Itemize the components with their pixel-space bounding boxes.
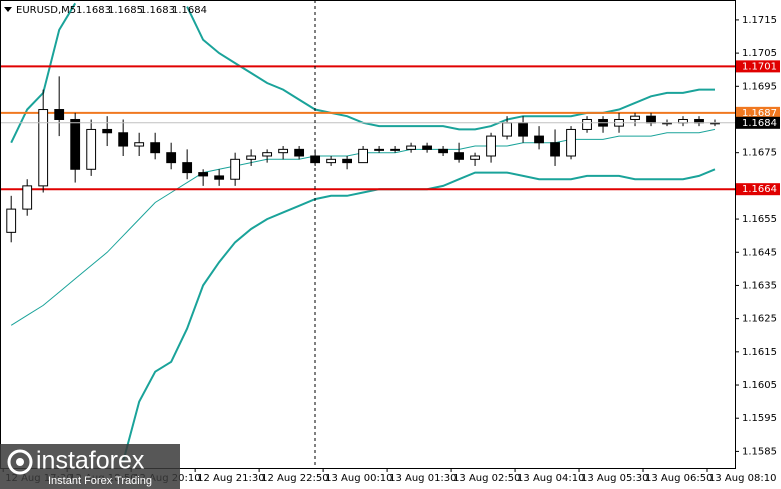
y-tick-label: 1.1655 [742, 214, 777, 225]
candle-body [150, 142, 161, 154]
candle-body [550, 142, 560, 157]
candle-body [518, 122, 528, 137]
header-value: 1.1683 [140, 5, 175, 16]
y-tick-label: 1.1595 [742, 413, 777, 424]
level-label-box [736, 60, 780, 73]
y-tick-label: 1.1705 [742, 48, 777, 59]
y-tick-label: 1.1625 [742, 314, 777, 325]
candle-body [374, 148, 384, 151]
level-label-box [736, 183, 780, 196]
x-tick-label: 12 Aug 22:50 [261, 473, 328, 484]
candle-body [214, 175, 225, 180]
menu-triangle [4, 7, 12, 12]
y-tick-label: 1.1675 [742, 148, 777, 159]
candle-body [630, 115, 640, 120]
level-label: 1.1701 [742, 61, 777, 72]
plot-area [0, 2, 735, 462]
candle-body [422, 145, 432, 150]
candle-body [406, 145, 416, 150]
x-tick-label: 13 Aug 06:50 [645, 473, 712, 484]
x-tick-label: 13 Aug 08:10 [709, 473, 776, 484]
x-tick-label: 13 Aug 05:30 [581, 473, 648, 484]
candle-body [358, 148, 368, 164]
candle-body [534, 135, 544, 144]
x-tick-label: 13 Aug 01:30 [389, 473, 456, 484]
x-tick-label: 12 Aug 21:30 [197, 473, 264, 484]
y-tick-label: 1.1635 [742, 280, 777, 291]
header-value: 1.1683 [76, 5, 111, 16]
y-tick-label: 1.1585 [742, 446, 777, 457]
candle-body [502, 122, 512, 137]
candle-body [294, 148, 305, 157]
level-label: 1.1687 [742, 108, 777, 119]
header-value: 1.1684 [172, 5, 207, 16]
level-label-box [736, 106, 780, 119]
candle-body [262, 152, 273, 157]
candle-body [390, 148, 400, 151]
candle-body [102, 128, 113, 134]
last-price-box [736, 116, 780, 129]
candle-body [86, 128, 97, 170]
level-label: 1.1664 [742, 184, 777, 195]
y-tick-label: 1.1605 [742, 380, 777, 391]
candle-body [646, 115, 656, 124]
candle-body [22, 185, 33, 210]
candle-body [582, 118, 592, 130]
watermark-tagline: Instant Forex Trading [48, 475, 152, 487]
candle-body [566, 128, 576, 157]
x-tick-label: 13 Aug 02:50 [453, 473, 520, 484]
candle-body [454, 152, 464, 160]
candle-body [326, 158, 337, 164]
watermark-brand: instaforex [36, 447, 145, 475]
candle-body [54, 109, 65, 120]
candle-body [134, 142, 145, 147]
plot-border [0, 0, 736, 469]
candle-body [166, 152, 177, 164]
candle-body [70, 118, 81, 170]
candle-body [6, 208, 17, 233]
y-tick-label: 1.1715 [742, 15, 777, 26]
candle-body [486, 135, 496, 157]
candle-body [230, 158, 241, 180]
candle-body [182, 162, 193, 174]
x-tick-label: 13 Aug 00:10 [325, 473, 392, 484]
watermark-logo [7, 449, 33, 475]
candle-body [38, 109, 49, 187]
watermark: instaforex Instant Forex Trading [0, 444, 180, 489]
candle-body [198, 172, 209, 177]
y-tick-label: 1.1615 [742, 347, 777, 358]
watermark-logo-dot [16, 458, 24, 466]
symbol-title: EURUSD,M5 [16, 5, 76, 16]
candle-body [438, 148, 448, 154]
candle-body [246, 155, 257, 160]
candle-body [342, 158, 353, 164]
header-value: 1.1685 [108, 5, 143, 16]
x-tick-label: 13 Aug 04:10 [517, 473, 584, 484]
candle-body [470, 155, 480, 160]
y-tick-label: 1.1695 [742, 81, 777, 92]
candle-body [118, 132, 129, 147]
y-tick-label: 1.1645 [742, 247, 777, 258]
price-axis: 1.1715 1.1705 1.1695 1.1675 1.1655 1.1645 1.16… [735, 15, 780, 457]
candle-body [278, 148, 289, 154]
last-price-label: 1.1684 [742, 118, 777, 129]
